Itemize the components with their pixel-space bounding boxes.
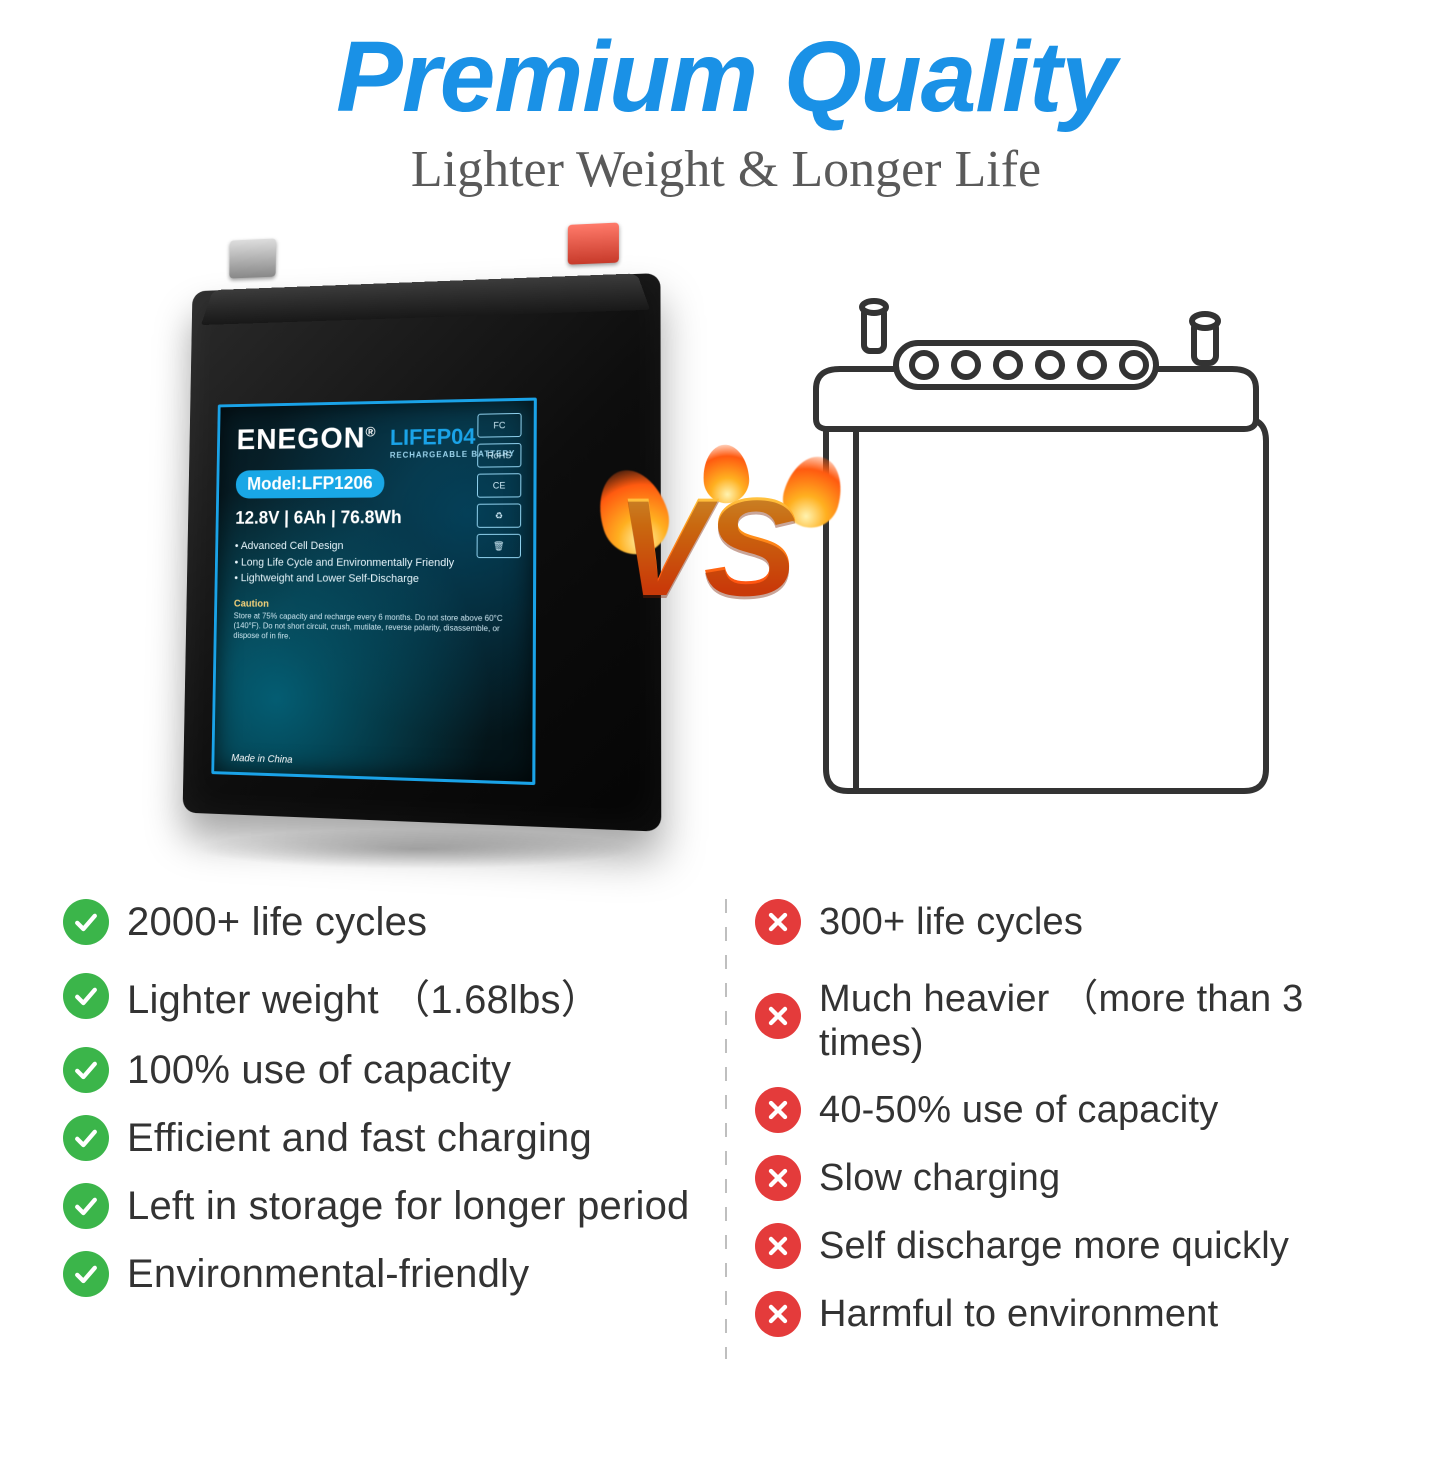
- con-item: Self discharge more quickly: [755, 1223, 1397, 1269]
- brand-mark: ®: [365, 424, 376, 440]
- con-text: Self discharge more quickly: [819, 1225, 1289, 1268]
- con-item: Much heavier （more than 3 times): [755, 967, 1397, 1065]
- cert-column: FC RoHS CE ♻ 🗑: [477, 413, 526, 558]
- check-icon: [63, 899, 109, 945]
- check-icon: [63, 1047, 109, 1093]
- pro-text: 100% use of capacity: [127, 1048, 511, 1093]
- model-prefix: Model:: [247, 474, 302, 494]
- pro-text: Efficient and fast charging: [127, 1116, 592, 1161]
- battery-label-panel: LIFEP04 RECHARGEABLE BATTERY ENEGON® Mod…: [211, 398, 537, 786]
- pro-item: Environmental-friendly: [63, 1251, 705, 1297]
- pro-item: Left in storage for longer period: [63, 1183, 705, 1229]
- page-subtitle: Lighter Weight & Longer Life: [0, 140, 1452, 199]
- con-text: Slow charging: [819, 1157, 1060, 1200]
- con-text: Harmful to environment: [819, 1293, 1218, 1336]
- con-text: 300+ life cycles: [819, 901, 1083, 944]
- cross-icon: [755, 1155, 801, 1201]
- caution-title: Caution: [234, 598, 515, 611]
- pro-text: Lighter weight （1.68lbs）: [127, 967, 601, 1025]
- label-feature-item: Long Life Cycle and Environmentally Frie…: [234, 554, 514, 571]
- con-text: 40-50% use of capacity: [819, 1089, 1218, 1132]
- pros-column: 2000+ life cycles Lighter weight （1.68lb…: [35, 889, 725, 1359]
- check-icon: [63, 1115, 109, 1161]
- con-item: 300+ life cycles: [755, 899, 1397, 945]
- features-section: 2000+ life cycles Lighter weight （1.68lb…: [0, 889, 1452, 1359]
- pro-item: Efficient and fast charging: [63, 1115, 705, 1161]
- pro-text: Environmental-friendly: [127, 1252, 529, 1297]
- cross-icon: [755, 993, 801, 1039]
- check-icon: [63, 973, 109, 1019]
- vs-badge: VS: [616, 477, 836, 647]
- cross-icon: [755, 899, 801, 945]
- caution-body: Store at 75% capacity and recharge every…: [233, 611, 514, 645]
- comparison-row: LIFEP04 RECHARGEABLE BATTERY ENEGON® Mod…: [0, 229, 1452, 869]
- cert-mark: 🗑: [477, 534, 522, 558]
- cert-mark: ♻: [477, 503, 521, 527]
- pro-item: 2000+ life cycles: [63, 899, 705, 945]
- model-number: LFP1206: [302, 473, 373, 493]
- made-in: Made in China: [231, 753, 292, 766]
- cross-icon: [755, 1291, 801, 1337]
- lead-acid-battery-outline: [756, 269, 1316, 829]
- cert-mark: RoHS: [477, 443, 521, 468]
- pro-item: 100% use of capacity: [63, 1047, 705, 1093]
- cert-mark: CE: [477, 473, 521, 498]
- spec-line: 12.8V | 6Ah | 76.8Wh: [235, 507, 515, 529]
- battery-top: [201, 273, 650, 325]
- con-item: Slow charging: [755, 1155, 1397, 1201]
- shadow: [196, 829, 636, 869]
- brand-text: ENEGON: [236, 422, 365, 456]
- chemistry-text: LIFEP04: [390, 424, 476, 450]
- check-icon: [63, 1251, 109, 1297]
- cert-mark: FC: [477, 413, 521, 438]
- model-badge: Model:LFP1206: [236, 469, 385, 499]
- pro-text: Left in storage for longer period: [127, 1184, 690, 1229]
- page-title: Premium Quality: [0, 20, 1452, 135]
- con-item: 40-50% use of capacity: [755, 1087, 1397, 1133]
- header: Premium Quality Lighter Weight & Longer …: [0, 0, 1452, 199]
- terminal-negative: [229, 238, 276, 278]
- check-icon: [63, 1183, 109, 1229]
- lithium-battery: LIFEP04 RECHARGEABLE BATTERY ENEGON® Mod…: [183, 273, 662, 832]
- label-feature-item: Lightweight and Lower Self-Discharge: [234, 570, 515, 588]
- cons-column: 300+ life cycles Much heavier （more than…: [727, 889, 1417, 1359]
- label-feature-item: Advanced Cell Design: [235, 538, 515, 555]
- con-text: Much heavier （more than 3 times): [819, 967, 1397, 1065]
- cross-icon: [755, 1087, 801, 1133]
- label-features: Advanced Cell Design Long Life Cycle and…: [234, 538, 515, 588]
- vs-text: VS: [616, 477, 836, 617]
- cross-icon: [755, 1223, 801, 1269]
- con-item: Harmful to environment: [755, 1291, 1397, 1337]
- terminal-positive: [568, 223, 619, 265]
- pro-text: 2000+ life cycles: [127, 900, 427, 945]
- pro-item: Lighter weight （1.68lbs）: [63, 967, 705, 1025]
